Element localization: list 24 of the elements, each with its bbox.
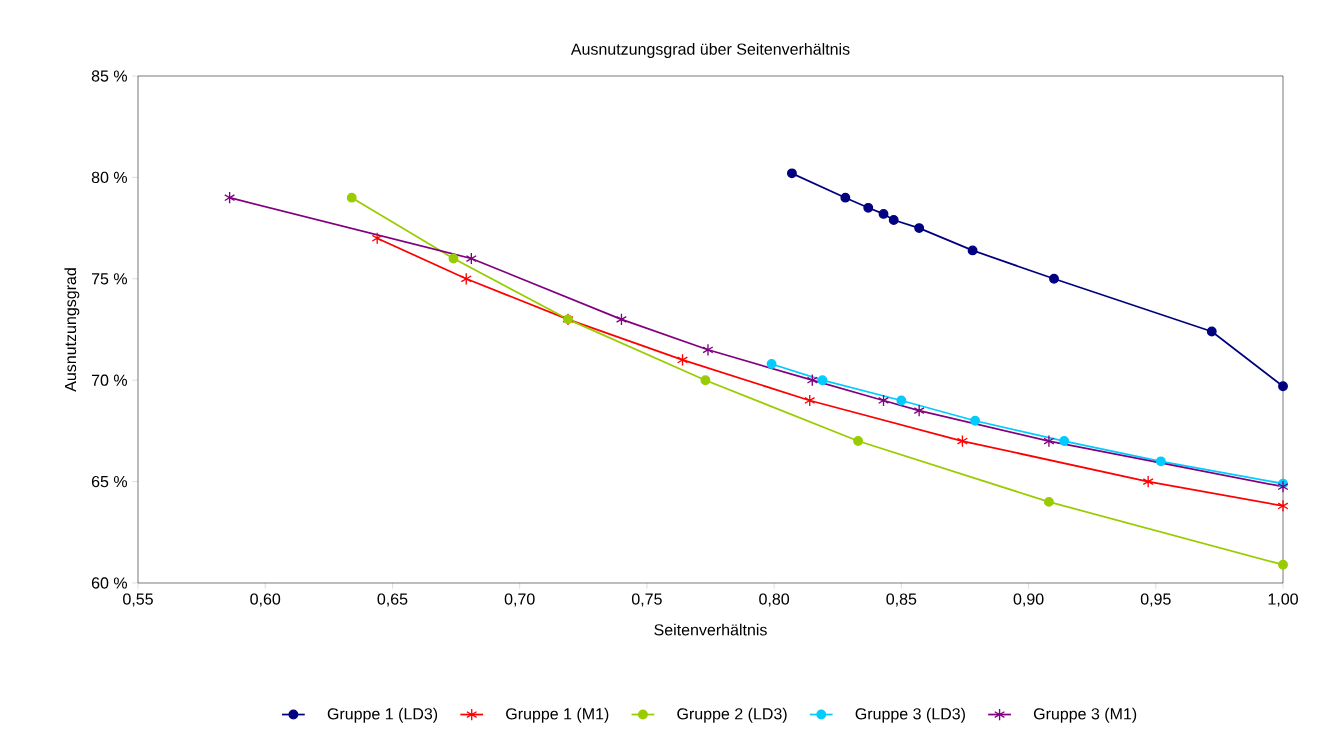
- legend-label: Gruppe 1 (LD3): [327, 707, 438, 723]
- y-tick-label: 75 %: [91, 273, 128, 285]
- y-tick-label: 65 %: [91, 475, 128, 488]
- x-tick-label: 0,60: [250, 593, 281, 607]
- x-tick-label: 0,70: [504, 593, 535, 607]
- legend-label: Gruppe 1 (M1): [506, 707, 609, 723]
- x-tick-label: 0,90: [1013, 593, 1044, 607]
- y-tick-label: 80 %: [91, 171, 128, 184]
- y-tick-label: 85 %: [91, 70, 128, 82]
- legend-label: Gruppe 2 (LD3): [677, 707, 787, 723]
- x-tick-label: 0,75: [631, 593, 662, 607]
- legend-label: Gruppe 3 (LD3): [855, 707, 965, 723]
- x-tick-label: 0,55: [123, 593, 153, 607]
- chart-title: Ausnutzungsgrad über Seitenverhältnis: [570, 43, 850, 58]
- y-tick-label: 60 %: [91, 577, 128, 589]
- legend-label: Gruppe 3 (M1): [1033, 707, 1137, 723]
- x-axis-title: Seitenverhältnis: [654, 623, 767, 636]
- x-tick-label: 0,80: [759, 593, 790, 607]
- x-tick-label: 0,85: [886, 593, 917, 607]
- x-tick-label: 0,95: [1140, 593, 1171, 607]
- y-axis-title: Ausnutzungsgrad: [64, 268, 80, 392]
- y-tick-label: 70 %: [91, 374, 128, 386]
- x-tick-label: 1,00: [1268, 593, 1298, 607]
- x-tick-label: 0,65: [377, 593, 408, 607]
